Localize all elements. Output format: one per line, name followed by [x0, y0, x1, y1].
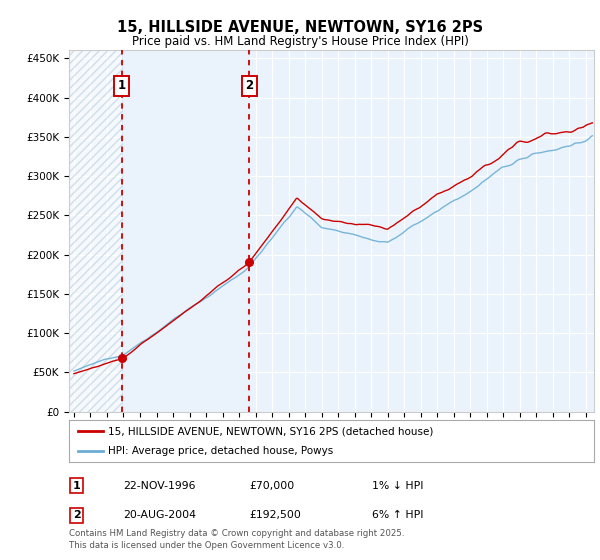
Text: 1: 1: [73, 480, 80, 491]
Text: Contains HM Land Registry data © Crown copyright and database right 2025.
This d: Contains HM Land Registry data © Crown c…: [69, 529, 404, 550]
Text: Price paid vs. HM Land Registry's House Price Index (HPI): Price paid vs. HM Land Registry's House …: [131, 35, 469, 48]
Text: £70,000: £70,000: [249, 480, 294, 491]
Text: £192,500: £192,500: [249, 510, 301, 520]
Text: 20-AUG-2004: 20-AUG-2004: [123, 510, 196, 520]
Text: 1: 1: [118, 79, 126, 92]
Text: 22-NOV-1996: 22-NOV-1996: [123, 480, 196, 491]
Text: 1% ↓ HPI: 1% ↓ HPI: [372, 480, 424, 491]
Text: 2: 2: [245, 79, 254, 92]
Text: 6% ↑ HPI: 6% ↑ HPI: [372, 510, 424, 520]
Text: 2: 2: [73, 510, 80, 520]
Bar: [122, 50, 250, 412]
Text: HPI: Average price, detached house, Powys: HPI: Average price, detached house, Powy…: [109, 446, 334, 456]
Text: 15, HILLSIDE AVENUE, NEWTOWN, SY16 2PS (detached house): 15, HILLSIDE AVENUE, NEWTOWN, SY16 2PS (…: [109, 426, 434, 436]
Text: 15, HILLSIDE AVENUE, NEWTOWN, SY16 2PS: 15, HILLSIDE AVENUE, NEWTOWN, SY16 2PS: [117, 20, 483, 35]
Bar: [69, 50, 122, 412]
